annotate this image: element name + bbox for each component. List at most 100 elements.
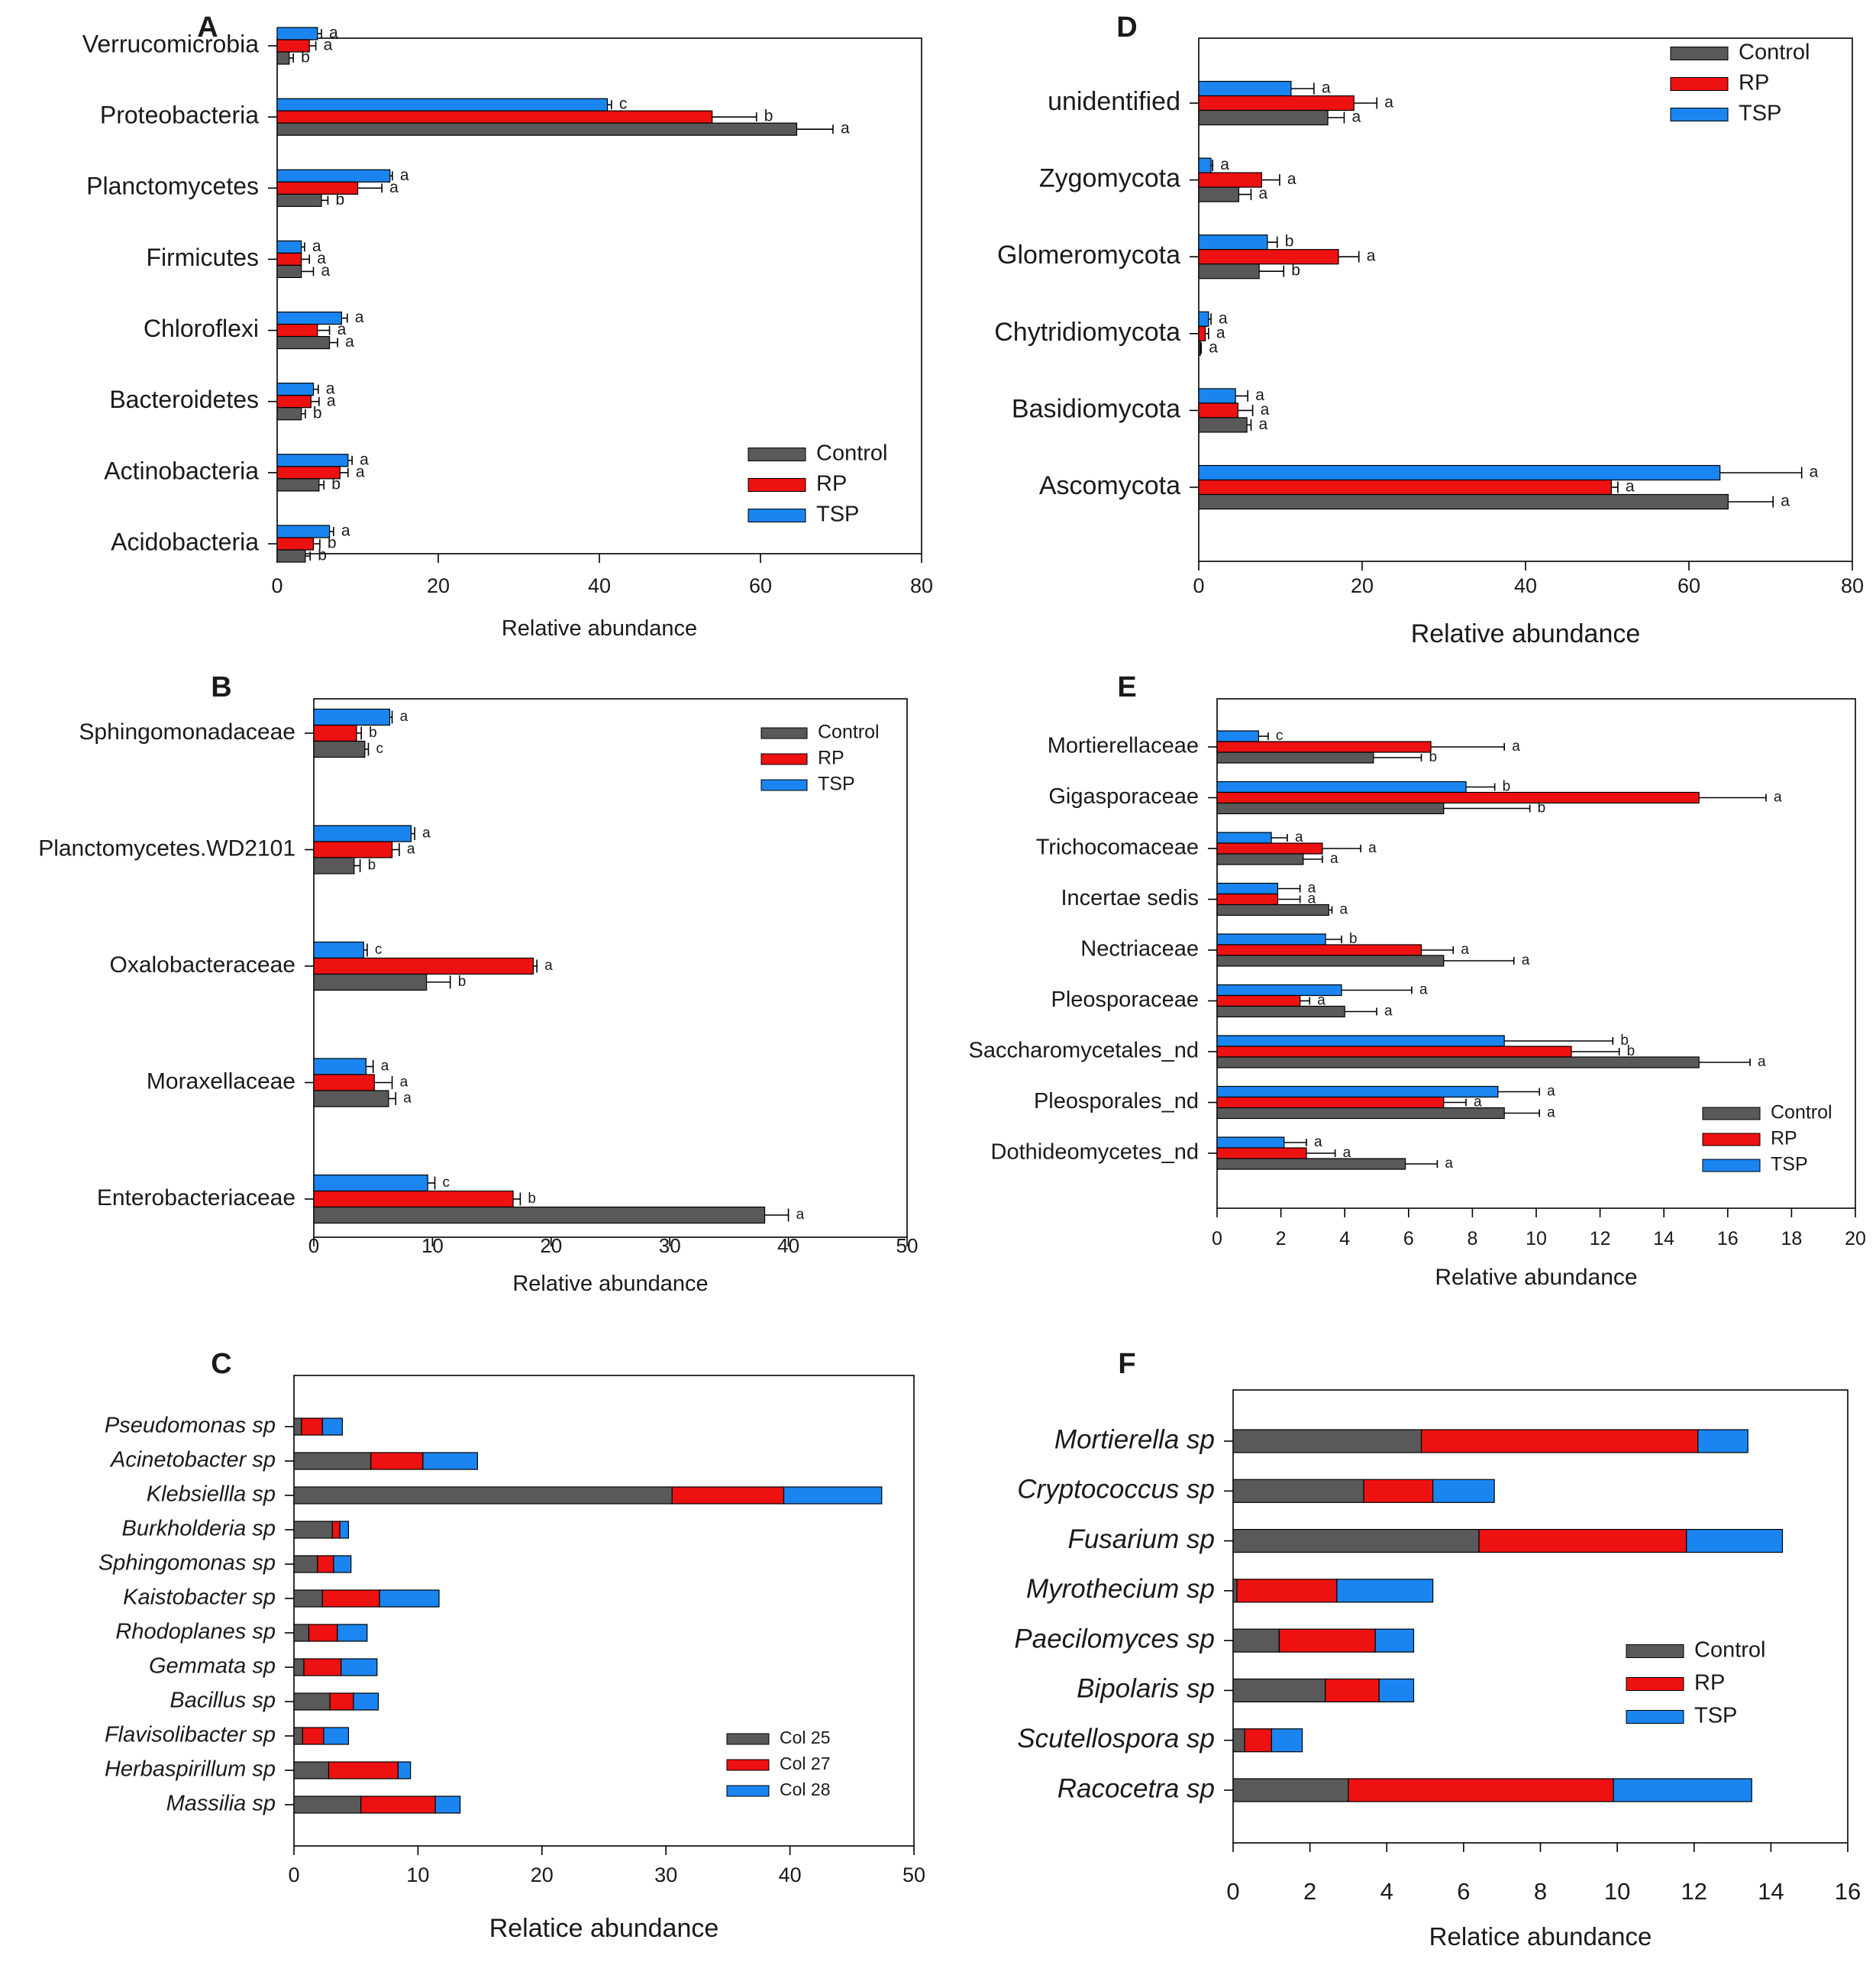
bar-tsp xyxy=(1198,157,1212,173)
significance-letter: c xyxy=(375,942,383,958)
significance-letter: a xyxy=(1308,891,1316,907)
significance-letter: a xyxy=(1295,829,1303,845)
bar-col-27 xyxy=(331,1521,341,1539)
x-tick-label: 0 xyxy=(1193,574,1204,597)
bar-rp xyxy=(1216,1147,1307,1159)
significance-letter: a xyxy=(1343,1145,1351,1161)
significance-letter: a xyxy=(326,380,335,397)
bar-control xyxy=(313,1090,389,1107)
bar-control xyxy=(1216,853,1304,865)
category-label: Chloroflexi xyxy=(144,315,259,342)
bar-col-28 xyxy=(333,1555,352,1573)
significance-letter: a xyxy=(1547,1084,1555,1100)
bar-tsp xyxy=(313,941,364,959)
significance-letter: a xyxy=(329,24,338,42)
bar-rp xyxy=(313,724,357,742)
legend-swatch xyxy=(760,753,808,765)
bar-rp xyxy=(276,110,713,124)
category-label: Verrucomicrobia xyxy=(82,30,259,57)
significance-letter: a xyxy=(407,842,415,858)
bar-tsp xyxy=(1336,1579,1434,1603)
bar-tsp xyxy=(313,1174,428,1192)
category-label: Planctomycetes.WD2101 xyxy=(38,836,295,861)
bar-tsp xyxy=(276,525,331,538)
bar-rp xyxy=(1216,791,1700,804)
legend-swatch xyxy=(1670,77,1729,91)
significance-letter: b xyxy=(1538,800,1546,816)
significance-letter: a xyxy=(327,392,336,409)
bar-rp xyxy=(276,395,312,409)
bar-rp xyxy=(1420,1429,1699,1453)
bar-tsp xyxy=(1378,1678,1415,1703)
bar-col-25 xyxy=(293,1417,302,1436)
bar-tsp xyxy=(313,708,391,726)
bar-col-27 xyxy=(301,1417,323,1436)
significance-letter: a xyxy=(1461,942,1469,958)
x-tick-label: 10 xyxy=(406,1863,429,1886)
significance-letter: a xyxy=(400,1075,408,1091)
significance-letter: a xyxy=(381,1059,389,1075)
bar-col-25 xyxy=(293,1486,673,1505)
category-label: Planctomycetes xyxy=(86,173,259,200)
panel-C-letter: C xyxy=(211,1348,231,1380)
legend-label: Control xyxy=(1771,1102,1832,1123)
bar-tsp xyxy=(1216,1136,1285,1149)
bar-col-27 xyxy=(370,1452,424,1470)
category-label: Incertae sedis xyxy=(1061,886,1199,910)
legend-label: Control xyxy=(818,722,880,743)
significance-letter: a xyxy=(1474,1094,1482,1110)
category-label: Enterobacteriaceae xyxy=(97,1185,295,1210)
category-label: Nectriaceae xyxy=(1080,937,1199,962)
significance-letter: a xyxy=(1368,840,1377,856)
category-label: Sphingomonadaceae xyxy=(79,719,295,745)
x-tick-label: 40 xyxy=(1514,574,1537,597)
bar-rp xyxy=(1216,741,1432,753)
legend-label: RP xyxy=(1771,1128,1797,1149)
bar-col-27 xyxy=(321,1589,380,1608)
panel-C: 0 10 20 30 40 50 Relatice abundance Pseudomonas… xyxy=(98,1375,925,1943)
legend-label: RP xyxy=(818,748,844,769)
x-tick-label: 30 xyxy=(654,1863,677,1886)
bar-rp xyxy=(1216,842,1323,855)
legend-swatch xyxy=(1702,1159,1761,1172)
category-label: Acidobacteria xyxy=(111,528,259,555)
bar-control xyxy=(313,973,428,991)
category-label: Racocetra sp xyxy=(1057,1773,1215,1803)
x-tick-label: 4 xyxy=(1380,1878,1393,1905)
bar-control xyxy=(1232,1678,1326,1703)
panel-F: 0 2 4 6 8 10 12 14 16 Relatice abundance Mortierel… xyxy=(1014,1389,1861,1951)
bar-rp xyxy=(276,466,341,480)
significance-letter: a xyxy=(1781,493,1790,510)
category-label: Chytridiomycota xyxy=(994,318,1180,347)
panel-D-letter: D xyxy=(1116,11,1137,44)
bar-control xyxy=(1198,109,1329,126)
legend-label: Col 27 xyxy=(780,1754,830,1773)
bar-col-28 xyxy=(783,1486,883,1505)
bar-control xyxy=(1216,1158,1406,1170)
bar-tsp xyxy=(276,454,349,467)
significance-letter: b xyxy=(1291,262,1300,280)
bar-rp xyxy=(1216,994,1301,1007)
category-label: Actinobacteria xyxy=(104,457,259,484)
bar-rp xyxy=(1278,1628,1376,1653)
category-label: Rhodoplanes sp xyxy=(115,1620,276,1644)
legend-label: Control xyxy=(816,441,888,466)
category-label: Pleosporales_nd xyxy=(1034,1089,1199,1114)
x-tick-label: 4 xyxy=(1339,1228,1350,1249)
significance-letter: a xyxy=(1547,1105,1555,1121)
x-tick-label: 20 xyxy=(531,1863,554,1886)
x-tick-label: 10 xyxy=(421,1234,444,1257)
significance-letter: b xyxy=(764,108,773,125)
x-tick-label: 10 xyxy=(1526,1228,1547,1249)
significance-letter: a xyxy=(1330,851,1338,867)
bar-rp xyxy=(1198,325,1206,341)
bar-rp xyxy=(1478,1528,1687,1553)
x-tick-label: 80 xyxy=(1841,574,1864,597)
x-axis-label: Relative abundance xyxy=(1435,1265,1637,1290)
significance-letter: a xyxy=(1367,247,1376,265)
significance-letter: b xyxy=(331,475,341,493)
bar-col-28 xyxy=(337,1624,368,1642)
significance-letter: a xyxy=(1258,185,1267,202)
significance-letter: a xyxy=(403,1091,412,1107)
